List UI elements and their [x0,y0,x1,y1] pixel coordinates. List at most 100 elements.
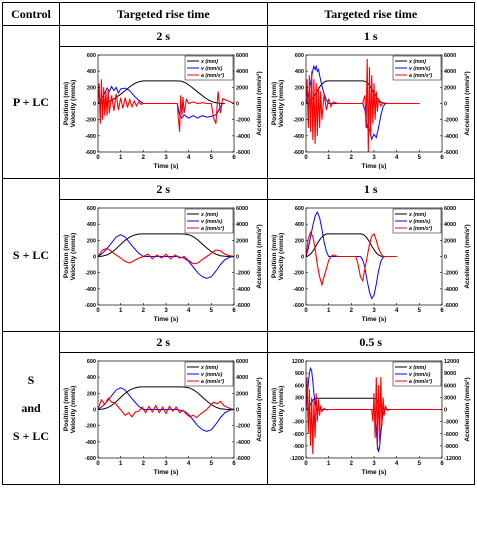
rise-time-label: 1 s [266,178,475,200]
y-left-tick-label: 400 [87,222,96,228]
legend-entry: x (mm) [200,212,218,218]
col-header-right: Targeted rise time [266,2,475,26]
legend-entry: a (mm/s²) [201,73,224,79]
y-right-tick-label: -6000 [236,456,250,462]
legend-entry: a (mm/s²) [201,226,224,232]
y-left-tick-label: -600 [292,431,303,437]
y-right-tick-label: 4000 [444,222,456,228]
position-series-line [98,232,234,257]
y-left-tick-label: -200 [292,270,303,276]
legend-entry: x (mm) [408,365,426,371]
y-right-tick-label: 6000 [236,53,248,59]
y-left-tick-label: -400 [85,439,96,445]
y-right-tick-label: 9000 [444,371,456,377]
y-left-tick-label: 200 [87,85,96,91]
y-left-tick-label: 0 [300,101,303,107]
legend-entry: a (mm/s²) [409,379,432,385]
y-left-tick-label: 600 [294,53,303,59]
x-tick-label: 2 [349,461,353,467]
acceleration-series-line [305,230,397,287]
x-tick-label: 0 [304,308,308,314]
legend-entry: x (mm) [200,365,218,371]
y-left-tick-label: -300 [292,419,303,425]
y-right-axis-label: Acceleration (mm/s²) [256,377,263,441]
x-tick-label: 2 [349,308,353,314]
y-left-tick-label: 300 [294,395,303,401]
x-tick-label: 4 [394,461,398,467]
y-right-tick-label: -6000 [444,303,458,309]
y-right-axis-label: Acceleration (mm/s²) [256,224,263,288]
x-tick-label: 3 [372,308,376,314]
control-label-line: S + LC [12,247,50,262]
x-tick-label: 5 [417,155,421,161]
y-right-tick-label: 0 [444,407,447,413]
y-right-tick-label: -9000 [444,443,458,449]
legend-entry: v (mm/s) [409,66,431,72]
x-tick-label: 6 [232,155,236,161]
chart-p-lc-1s: 0 1 2 3 4 5 66004002000-200-400-60060004000200… [271,53,471,170]
y-right-tick-label: 6000 [236,206,248,212]
y-right-tick-label: 2000 [236,391,248,397]
x-tick-label: 1 [326,461,330,467]
y-left-tick-label: 0 [300,254,303,260]
y-right-axis-label: Acceleration (mm/s²) [256,71,263,135]
x-axis-label: Time (s) [361,316,386,323]
y-left-tick-label: -900 [292,443,303,449]
legend-entry: x (mm) [408,59,426,65]
y-left-tick-label: 200 [87,391,96,397]
y-right-tick-label: 0 [444,101,447,107]
y-left-axis-label: Position (mm) [63,387,70,430]
plot-cell: 0 1 2 3 4 5 6 600 400 200 0 -200 -400 -600 6000 4000 200… [266,199,475,332]
rise-time-label: 2 s [59,178,268,200]
control-label-line: P + LC [12,94,50,109]
y-left-tick-label: 400 [87,375,96,381]
x-tick-label: 3 [372,461,376,467]
chart-p-lc-2s: 0 1 2 3 4 5 66004002000-200-400-60060004000200… [63,53,263,170]
y-right-tick-label: -6000 [444,150,458,156]
legend-entry: a (mm/s²) [409,226,432,232]
y-left-axis-label: Position (mm) [271,81,278,124]
x-tick-label: 3 [164,308,168,314]
y-right-tick-label: 3000 [444,395,456,401]
y-left-tick-label: 900 [294,371,303,377]
results-table: Control Targeted rise time Targeted rise… [2,2,475,485]
x-tick-label: 4 [187,308,191,314]
x-axis-label: Time (s) [361,469,386,476]
velocity-series-line [305,63,419,141]
y-right-axis-label: Acceleration (mm/s²) [464,71,471,135]
y-right-tick-label: -2000 [236,270,250,276]
y-right-tick-label: -2000 [444,270,458,276]
y-right-tick-label: 2000 [444,238,456,244]
legend-entry: a (mm/s²) [201,379,224,385]
y-left-tick-label: -600 [85,456,96,462]
velocity-series-line [305,210,397,300]
y-right-tick-label: -6000 [236,303,250,309]
y-left-axis-label: Velocity (mm/s) [70,79,77,127]
control-label-line: S + LC [12,429,50,443]
acceleration-series-line [305,376,442,454]
y-right-tick-label: -6000 [236,150,250,156]
y-left-tick-label: -600 [85,150,96,156]
y-right-tick-label: 2000 [236,238,248,244]
rise-time-label: 1 s [266,25,475,47]
y-left-tick-label: -200 [85,117,96,123]
x-tick-label: 1 [119,461,123,467]
y-left-axis-label: Position (mm) [63,234,70,277]
y-left-tick-label: -600 [292,150,303,156]
x-tick-label: 3 [164,461,168,467]
y-right-tick-label: 6000 [444,53,456,59]
x-tick-label: 6 [440,155,444,161]
legend-entry: v (mm/s) [201,372,223,378]
y-right-tick-label: 0 [444,254,447,260]
y-left-tick-label: -600 [292,303,303,309]
y-right-tick-label: -4000 [236,133,250,139]
chart-s-and-s-lc-2s: 0 1 2 3 4 5 66004002000-200-400-60060004000200… [63,359,263,476]
y-left-tick-label: 1200 [291,359,303,365]
y-left-axis-label: Velocity (mm/s) [278,79,285,127]
y-left-tick-label: -400 [85,286,96,292]
y-right-tick-label: -2000 [444,117,458,123]
x-tick-label: 0 [96,461,100,467]
y-right-tick-label: 2000 [236,85,248,91]
y-right-tick-label: 6000 [444,383,456,389]
y-right-tick-label: 4000 [444,69,456,75]
